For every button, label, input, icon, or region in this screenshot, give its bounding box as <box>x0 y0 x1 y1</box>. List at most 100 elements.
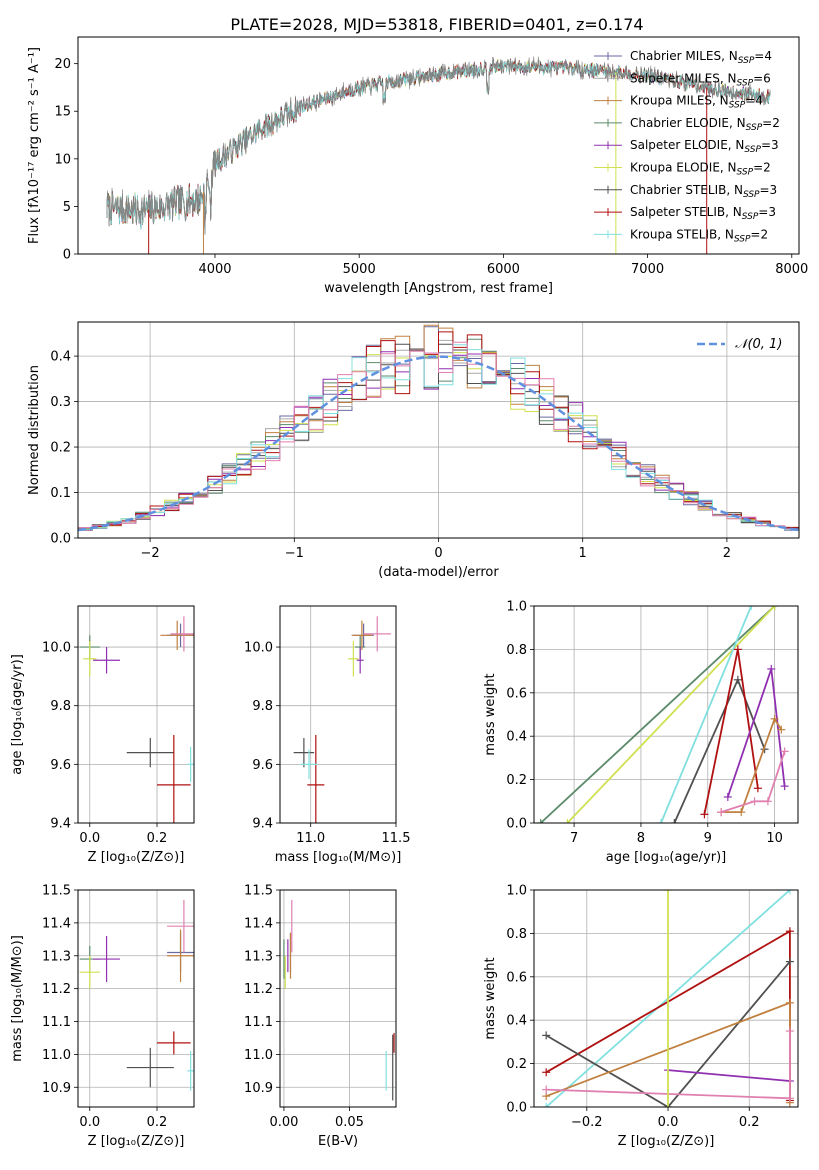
y-tick-label: 0.0 <box>506 1101 527 1116</box>
x-tick-label: 5000 <box>343 262 376 277</box>
figure-title: PLATE=2028, MJD=53818, FIBERID=0401, z=0… <box>230 15 643 34</box>
y-tick-label: 0.3 <box>50 395 71 410</box>
y-tick-label: 10 <box>54 152 71 167</box>
legend-label: 𝒩(0, 1) <box>735 337 782 352</box>
axes-frame <box>77 889 195 1108</box>
legend-label: Chabrier MILES, NSSP=4 <box>630 49 772 66</box>
massweight_vs_Z-axes: −0.2 0.0 0.2 0.0 0.2 0.4 0.6 0.8 1.0 Z [log₁₀(Z/Z… <box>483 884 799 1149</box>
spectrum-legend: Chabrier MILES, NSSP=4 Salpeter MILES, NS… <box>594 49 780 244</box>
legend-label: Kroupa ELODIE, NSSP=2 <box>630 161 771 178</box>
y-tick-label: 11.4 <box>42 916 71 931</box>
mass-weight-line <box>545 961 791 1107</box>
y-axis-label: Flux [fλ10⁻¹⁷ erg cm⁻² s⁻¹ A⁻¹] <box>27 47 42 244</box>
y-tick-label: 0.1 <box>50 486 71 501</box>
y-tick-label: 0.2 <box>506 1057 527 1072</box>
y-tick-label: 0.8 <box>506 643 527 658</box>
x-tick-label: 8 <box>637 831 645 846</box>
mass-weight-line <box>667 1069 790 1082</box>
y-tick-label: 11.2 <box>42 982 71 997</box>
y-tick-label: 11.2 <box>244 982 273 997</box>
y-tick-label: 0.6 <box>506 970 527 985</box>
y-tick-label: 15 <box>54 105 71 120</box>
y-tick-label: 0.2 <box>506 773 527 788</box>
y-axis-label: Normed distribution <box>27 365 42 495</box>
normal-curve <box>78 355 799 532</box>
y-tick-label: 11.5 <box>42 884 71 899</box>
y-tick-label: 10.0 <box>244 641 273 656</box>
y-tick-label: 0 <box>63 248 71 263</box>
x-tick-label: 0.2 <box>739 1115 760 1130</box>
x-axis-label: (data-model)/error <box>378 565 499 580</box>
x-tick-label: 0.0 <box>79 831 100 846</box>
x-axis-label: age [log₁₀(age/yr)] <box>606 850 727 865</box>
legend-label: Salpeter ELODIE, NSSP=3 <box>630 138 779 155</box>
y-tick-label: 11.1 <box>42 1015 71 1030</box>
x-tick-label: −1 <box>285 546 304 561</box>
y-tick-label: 11.3 <box>42 949 71 964</box>
x-tick-label: 0.0 <box>79 1115 100 1130</box>
y-tick-label: 0.6 <box>506 686 527 701</box>
x-tick-label: 8000 <box>775 262 808 277</box>
age_vs_mass-plot-area <box>280 606 396 823</box>
legend-label: Chabrier ELODIE, NSSP=2 <box>630 116 780 133</box>
massweight_vs_age-axes: 7 8 9 10 0.0 0.2 0.4 0.6 0.8 1.0 age [log₁₀(age/yr… <box>483 600 799 865</box>
y-tick-label: 1.0 <box>506 600 527 615</box>
histogram-step-line <box>78 341 799 532</box>
y-tick-label: 11.1 <box>244 1015 273 1030</box>
y-axis-label: age [log₁₀(age/yr)] <box>10 654 25 775</box>
y-tick-label: 9.8 <box>252 699 273 714</box>
x-tick-label: 6000 <box>487 262 520 277</box>
x-axis-label: Z [log₁₀(Z/Z⊙)] <box>88 850 185 865</box>
x-tick-label: 0 <box>434 546 442 561</box>
mass-weight-line <box>720 751 786 813</box>
y-tick-label: 0.8 <box>506 927 527 942</box>
x-tick-label: 0.05 <box>335 1115 364 1130</box>
y-tick-label: 5 <box>63 200 71 215</box>
y-tick-label: 9.8 <box>50 699 71 714</box>
axes-frame <box>279 605 397 824</box>
y-tick-label: 11.3 <box>244 949 273 964</box>
massweight_vs_age-plot-area <box>534 606 798 823</box>
y-tick-label: 11.5 <box>244 884 273 899</box>
age_vs_Z-plot-area <box>78 606 194 823</box>
x-tick-label: 0.0 <box>658 1115 679 1130</box>
legend-label: Chabrier STELIB, NSSP=3 <box>630 183 777 200</box>
y-tick-label: 0.0 <box>50 532 71 547</box>
massweight_vs_Z-plot-area <box>534 890 798 1107</box>
legend-label: Salpeter MILES, NSSP=6 <box>630 71 771 88</box>
residuals-axes: −2 −1 0 1 2 0.0 0.1 0.2 0.3 0.4 (data-model)/error… <box>27 321 800 580</box>
axes-frame <box>77 321 800 539</box>
axes-frame <box>533 889 799 1108</box>
residuals-plot-area <box>78 322 799 538</box>
y-axis-label: mass weight <box>483 957 498 1039</box>
x-tick-label: 2 <box>723 546 731 561</box>
y-tick-label: 10.9 <box>244 1081 273 1096</box>
y-tick-label: 10.0 <box>42 641 71 656</box>
legend-label: Kroupa STELIB, NSSP=2 <box>630 227 768 244</box>
x-tick-label: 10 <box>766 831 783 846</box>
x-tick-label: 1 <box>579 546 587 561</box>
y-tick-label: 9.6 <box>252 758 273 773</box>
observed-spectrum-line <box>106 56 771 235</box>
x-tick-label: 9 <box>704 831 712 846</box>
x-axis-label: wavelength [Angstrom, rest frame] <box>324 281 553 296</box>
x-tick-label: 4000 <box>198 262 231 277</box>
mass-weight-line <box>721 716 783 813</box>
x-axis-label: mass [log₁₀(M/M⊙)] <box>275 850 402 865</box>
axes-frame <box>77 605 195 824</box>
y-tick-label: 10.9 <box>42 1081 71 1096</box>
axes-frame <box>279 889 397 1108</box>
spectrum-plot-area <box>106 56 771 254</box>
x-tick-label: −2 <box>141 546 160 561</box>
x-axis-label: Z [log₁₀(Z/Z⊙)] <box>88 1134 185 1149</box>
y-tick-label: 0.4 <box>50 350 71 365</box>
y-tick-label: 9.4 <box>50 817 71 832</box>
y-axis-label: mass weight <box>483 673 498 755</box>
mass-weight-line <box>566 606 776 823</box>
mass-weight-line <box>540 606 776 823</box>
mass_vs_EBV-axes: 0.00 0.05 10.9 11.0 11.1 11.2 11.3 11.4 11.5 E(B-… <box>244 884 397 1149</box>
x-tick-label: 11.0 <box>296 831 325 846</box>
x-axis-label: E(B-V) <box>318 1134 358 1149</box>
age_vs_Z-axes: 0.0 0.2 9.4 9.6 9.8 10.0 Z [log₁₀(Z/Z⊙)] age [l… <box>10 605 195 865</box>
mass_vs_Z-plot-area <box>78 890 194 1107</box>
